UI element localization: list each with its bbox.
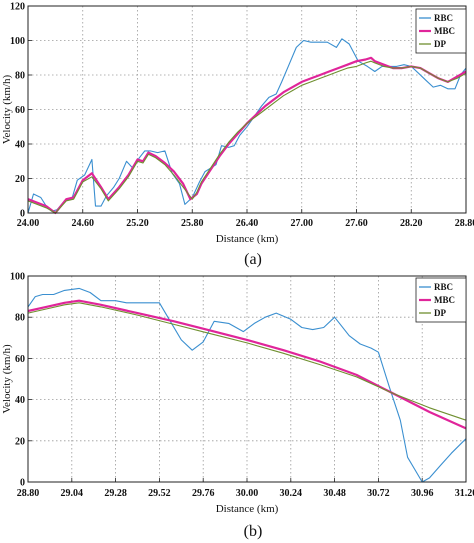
x-axis-label: Distance (km) <box>216 233 279 245</box>
x-tick-label: 30.00 <box>236 488 259 499</box>
x-tick-label: 30.72 <box>367 488 390 499</box>
x-tick-label: 25.80 <box>181 218 204 229</box>
x-tick-label: 30.48 <box>323 488 346 499</box>
series-line-dp <box>27 60 467 214</box>
x-tick-label: 27.60 <box>345 218 368 229</box>
x-tick-label: 29.04 <box>61 488 84 499</box>
plot-frame <box>27 275 467 483</box>
x-tick-label: 27.00 <box>291 218 314 229</box>
x-tick-label: 25.20 <box>126 218 149 229</box>
series-line-rbc <box>27 287 467 483</box>
y-tick-label: 20 <box>15 436 25 447</box>
x-tick-label: 29.52 <box>148 488 171 499</box>
y-tick-label: 80 <box>15 71 25 82</box>
y-tick-label: 0 <box>20 209 25 220</box>
legend-label-dp: DP <box>434 308 446 318</box>
x-tick-label: 30.24 <box>280 488 303 499</box>
chart-panel-1: 0 20 40 60 80 100 120 24.00 24.60 25.20 25.80 26.40… <box>1 2 474 269</box>
x-tick-label: 24.00 <box>17 218 40 229</box>
panel-caption: (a) <box>244 251 262 268</box>
legend-label-mbc: MBC <box>434 26 455 36</box>
series-line-dp <box>27 302 467 421</box>
x-tick-label: 28.80 <box>455 218 474 229</box>
panel-caption: (b) <box>244 523 263 540</box>
y-axis-label: Velocity (km/h) <box>1 74 13 144</box>
x-tick-label: 28.20 <box>400 218 423 229</box>
x-tick-label: 31.20 <box>455 488 474 499</box>
y-tick-label: 60 <box>15 105 25 116</box>
x-tick-label: 28.80 <box>17 488 40 499</box>
x-tick-label: 26.40 <box>236 218 259 229</box>
chart-panel-2: 0 20 40 60 80 100 28.80 29.04 29.28 29.52 29.76 30.… <box>1 272 474 541</box>
legend: RBC MBC DP <box>415 277 467 323</box>
legend-label-mbc: MBC <box>434 295 455 305</box>
y-tick-label: 60 <box>15 354 25 365</box>
x-tick-label: 24.60 <box>72 218 95 229</box>
y-tick-label: 40 <box>15 395 25 406</box>
y-tick-label: 100 <box>10 272 25 283</box>
legend-label-rbc: RBC <box>434 13 453 23</box>
x-tick-label: 30.96 <box>411 488 434 499</box>
x-tick-label: 29.28 <box>104 488 127 499</box>
plot-frame <box>27 5 467 214</box>
x-tick-label: 29.76 <box>192 488 215 499</box>
legend-label-rbc: RBC <box>434 282 453 292</box>
y-tick-label: 20 <box>15 174 25 185</box>
x-axis-label: Distance (km) <box>216 503 279 515</box>
legend-label-dp: DP <box>434 39 446 49</box>
y-tick-label: 100 <box>10 36 25 47</box>
series-line-mbc <box>27 299 467 430</box>
legend: RBC MBC DP <box>415 8 467 54</box>
y-axis-label: Velocity (km/h) <box>1 344 13 414</box>
y-tick-label: 40 <box>15 140 25 151</box>
y-tick-label: 80 <box>15 313 25 324</box>
y-tick-label: 120 <box>10 2 25 13</box>
y-tick-label: 0 <box>20 478 25 489</box>
